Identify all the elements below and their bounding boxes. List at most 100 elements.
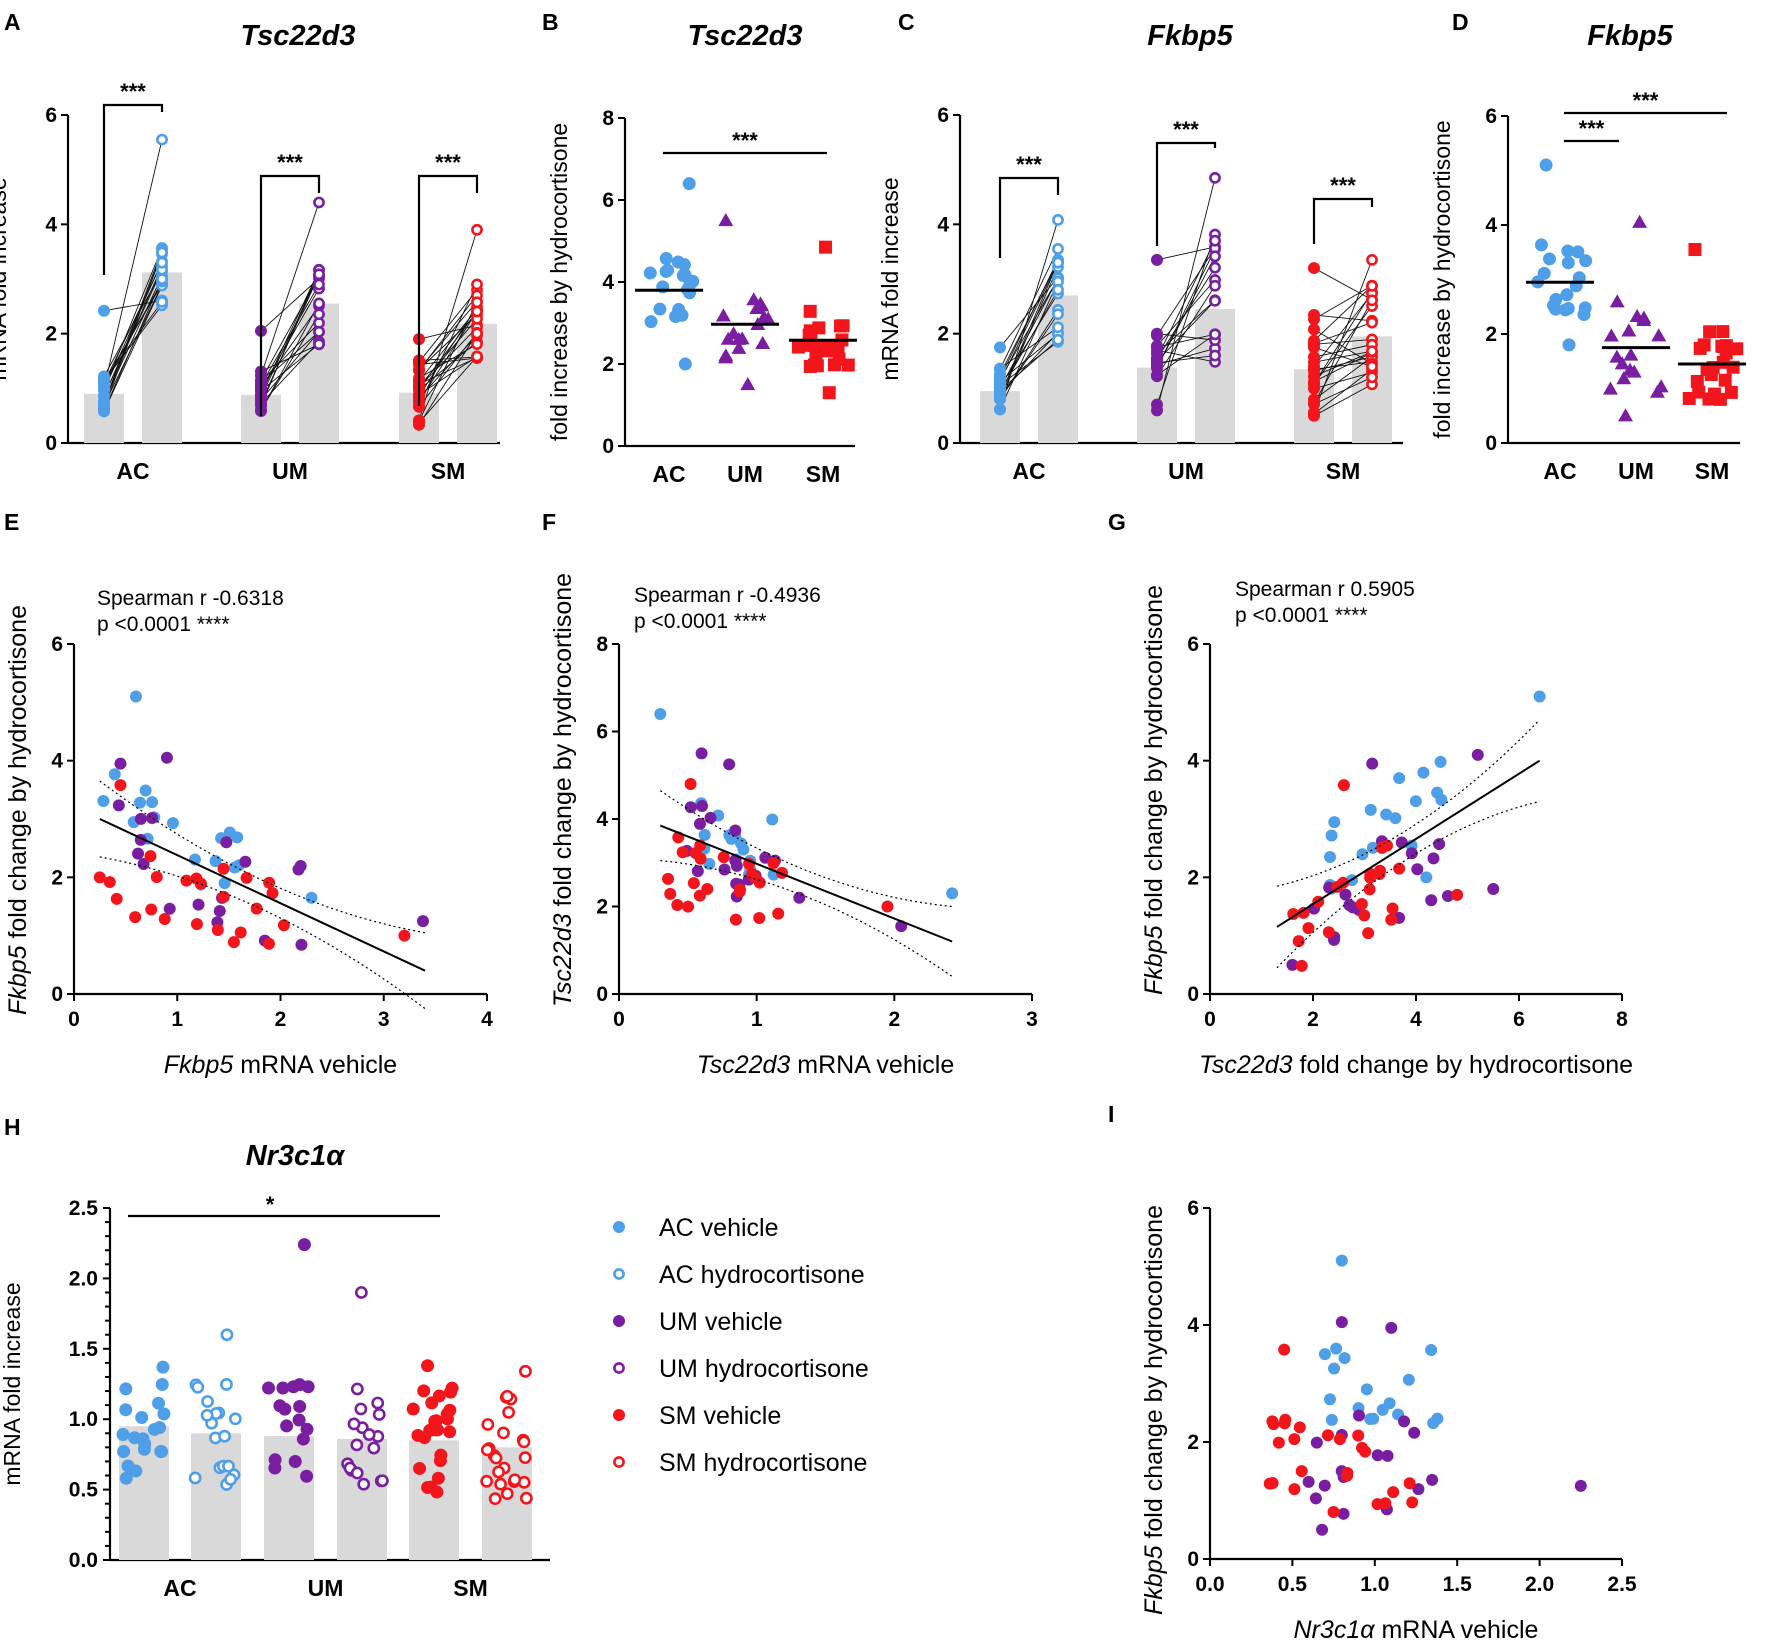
hydrocortisone-point — [354, 1402, 368, 1416]
hydrocortisone-point — [191, 1380, 205, 1394]
hydrocortisone-point — [218, 1429, 232, 1443]
pair-line — [260, 269, 320, 395]
data-point — [1286, 958, 1299, 971]
vehicle-point — [98, 304, 110, 317]
significance-label: *** — [1016, 152, 1042, 177]
data-point — [687, 877, 700, 890]
vehicle-point — [411, 1428, 425, 1442]
vehicle-point — [424, 1480, 438, 1494]
data-point — [1609, 349, 1625, 363]
bar-hydrocortisone — [191, 1433, 241, 1560]
data-point — [1355, 897, 1368, 910]
confidence-band — [1276, 800, 1540, 969]
y-tick-label: 0.5 — [69, 1479, 99, 1502]
data-point — [132, 847, 145, 860]
data-point — [1346, 901, 1359, 914]
hydrocortisone-point — [367, 1441, 381, 1455]
data-point — [1402, 1373, 1415, 1386]
vehicle-point — [1151, 351, 1163, 364]
hydrocortisone-point — [1366, 371, 1378, 384]
hydrocortisone-point — [1209, 349, 1221, 362]
regression-line — [659, 824, 953, 943]
data-point — [1318, 1479, 1331, 1492]
vehicle-point — [98, 377, 110, 390]
pair-line — [1156, 355, 1216, 364]
data-point — [239, 855, 252, 868]
legend-item: SM hydrocortisone — [613, 1449, 867, 1477]
category-label: AC — [652, 461, 685, 487]
hydrocortisone-point — [488, 1492, 502, 1506]
data-point — [1366, 757, 1379, 770]
vehicle-point — [994, 385, 1006, 398]
data-point — [1703, 325, 1717, 339]
hydrocortisone-point — [372, 1408, 386, 1421]
data-point — [1373, 867, 1386, 880]
data-point — [1435, 793, 1448, 806]
y-tick-label: 4 — [937, 213, 949, 236]
data-point — [1426, 1473, 1439, 1486]
y-axis-label: Fkbp5 fold change by hydrocortisone — [1140, 1205, 1168, 1615]
significance-label: *** — [120, 79, 146, 104]
hydrocortisone-point — [497, 1426, 510, 1440]
legend-marker-open — [613, 1362, 625, 1374]
pair-line — [999, 248, 1059, 370]
vehicle-point — [406, 1402, 420, 1416]
data-point — [1651, 328, 1667, 342]
pair-line — [1313, 376, 1373, 405]
pair-line — [999, 278, 1059, 380]
significance-label: *** — [277, 150, 303, 175]
data-point — [1376, 841, 1389, 854]
data-point — [213, 904, 226, 917]
x-tick-label: 1 — [171, 1008, 183, 1031]
data-point — [684, 778, 697, 790]
data-point — [263, 937, 276, 950]
hydrocortisone-point — [1052, 256, 1064, 269]
y-tick-label: 0 — [602, 435, 614, 458]
y-tick-label: 6 — [937, 104, 949, 127]
data-point — [748, 871, 761, 884]
y-tick-label: 1.0 — [69, 1408, 98, 1431]
pair-line — [260, 278, 320, 332]
data-point — [1385, 1321, 1398, 1334]
vehicle-point — [1151, 341, 1163, 354]
data-point — [144, 850, 157, 863]
hydrocortisone-point — [1052, 283, 1064, 296]
data-point — [729, 824, 742, 837]
hydrocortisone-point — [313, 196, 325, 209]
data-point — [1730, 342, 1744, 356]
data-point — [129, 911, 142, 924]
data-point — [1549, 302, 1563, 316]
data-point — [110, 892, 123, 905]
vehicle-point — [268, 1461, 282, 1475]
data-point — [398, 929, 411, 942]
hydrocortisone-point — [481, 1418, 495, 1431]
legend-marker-filled — [613, 1221, 625, 1233]
data-point — [263, 876, 276, 889]
data-point — [93, 871, 106, 884]
data-point — [1626, 364, 1642, 378]
data-point — [1636, 310, 1652, 324]
legend-marker-open — [613, 1456, 625, 1468]
data-point — [1387, 1486, 1400, 1499]
data-point — [798, 338, 812, 352]
y-tick-label: 4 — [1485, 214, 1497, 237]
data-point — [158, 913, 171, 926]
pair-line — [1156, 177, 1216, 411]
vehicle-point — [276, 1381, 290, 1395]
y-tick-label: 6 — [602, 189, 614, 212]
data-point — [223, 826, 236, 839]
vehicle-point — [994, 403, 1006, 416]
p-value: p <0.0001 **** — [97, 613, 230, 636]
data-point — [809, 350, 823, 364]
panel-E: 0 1 2 3 4 0 2 4 6 Fkbp5 mRNA vehicle Fkbp5 fold ch… — [4, 587, 493, 1079]
significance-label: *** — [732, 128, 758, 153]
data-point — [1700, 363, 1714, 377]
y-tick-label: 4 — [45, 213, 57, 236]
hydrocortisone-point — [156, 256, 168, 269]
data-point — [715, 308, 731, 322]
data-point — [1337, 1507, 1350, 1520]
hydrocortisone-point — [313, 278, 325, 291]
hydrocortisone-point — [362, 1428, 376, 1441]
y-tick-label: 8 — [596, 633, 608, 656]
significance-bracket — [102, 103, 164, 275]
